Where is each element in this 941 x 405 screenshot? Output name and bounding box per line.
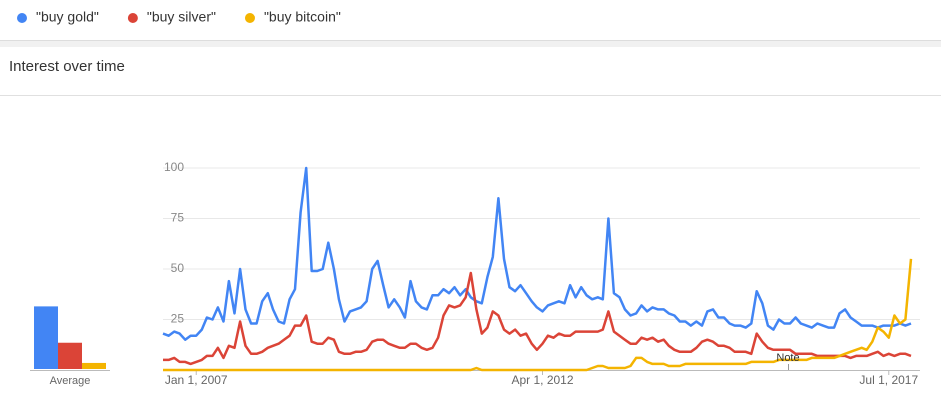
- note[interactable]: Note: [776, 352, 799, 364]
- x-tick-label: Jul 1, 2017: [859, 373, 918, 387]
- y-tick-label: 100: [164, 160, 184, 174]
- legend-label: "buy silver": [147, 9, 216, 25]
- legend-dot: [17, 13, 27, 23]
- x-tick-label: Jan 1, 2007: [165, 373, 228, 387]
- series-line: [163, 271, 912, 366]
- y-tick-label: 75: [171, 211, 185, 225]
- legend-dot: [244, 13, 255, 23]
- series-line: [163, 258, 913, 372]
- average-bar: [82, 362, 106, 369]
- x-tick-label: Apr 1, 2012: [511, 373, 573, 387]
- average-label: Average: [50, 375, 91, 387]
- legend-bar: [0, 0, 941, 40]
- series-line: [162, 166, 912, 341]
- average-chart: Average: [30, 306, 110, 387]
- legend-shadow: [0, 41, 941, 47]
- legend-label: "buy bitcoin": [264, 9, 341, 25]
- y-tick-label: 25: [171, 312, 185, 326]
- legend: "buy gold" "buy silver" "buy bitcoin": [17, 9, 341, 25]
- average-bar: [58, 342, 82, 369]
- legend-dot: [127, 13, 138, 23]
- legend-label: "buy gold": [36, 9, 99, 25]
- section-title: Interest over time: [9, 58, 125, 75]
- line-chart: 25 50 75 100 Jan 1, 2007 Apr 1, 2012 Jul 1, 20…: [162, 160, 920, 387]
- average-bar: [34, 306, 58, 369]
- y-tick-label: 50: [171, 261, 185, 275]
